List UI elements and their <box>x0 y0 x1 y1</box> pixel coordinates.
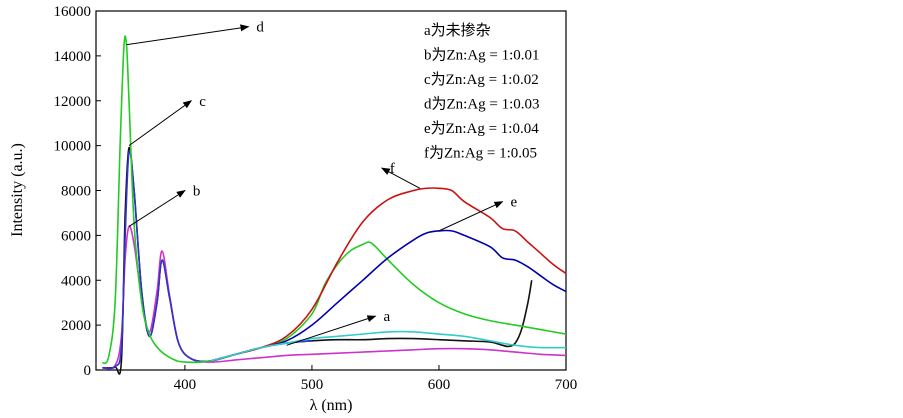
y-axis-title: Intensity (a.u.) <box>9 143 26 237</box>
annotation-layer: a b c d e f <box>126 20 517 346</box>
legend-entry: e为Zn:Ag = 1:0.04 <box>424 120 539 137</box>
x-tick-label: 600 <box>428 377 451 393</box>
legend-entry: d为Zn:Ag = 1:0.03 <box>424 96 540 113</box>
series-line-a <box>102 146 533 375</box>
curve-label-b: b <box>193 184 201 200</box>
annotation-arrow-f <box>380 167 421 189</box>
y-tick-label: 4000 <box>61 273 91 289</box>
annotation-arrow-e <box>438 201 504 232</box>
x-tick-label: 500 <box>301 377 324 393</box>
y-tick-label: 2000 <box>61 318 91 334</box>
x-tick-label: 400 <box>174 377 197 393</box>
curve-label-d: d <box>256 20 264 36</box>
series-line-e <box>210 229 567 362</box>
curve-label-c: c <box>199 94 206 110</box>
legend: a为未掺杂 b为Zn:Ag = 1:0.01 c为Zn:Ag = 1:0.02 d为Z… <box>424 22 540 162</box>
y-tick-label: 12000 <box>54 94 92 110</box>
legend-entry: c为Zn:Ag = 1:0.02 <box>424 71 539 88</box>
x-axis-title: λ (nm) <box>310 397 353 414</box>
annotation-arrow-c <box>128 100 193 147</box>
legend-entry: b为Zn:Ag = 1:0.01 <box>424 47 540 64</box>
y-tick-label: 14000 <box>54 49 92 65</box>
annotation-arrow-b <box>128 189 186 227</box>
y-tick-label: 8000 <box>61 184 91 200</box>
series-line-c <box>102 150 312 370</box>
curve-label-a: a <box>383 309 390 325</box>
series-line-extra-6 <box>210 330 567 362</box>
y-tick-label: 0 <box>84 363 92 379</box>
series-line-f <box>210 187 567 362</box>
legend-entry: f为Zn:Ag = 1:0.05 <box>424 145 537 162</box>
curve-label-f: f <box>390 161 395 177</box>
annotation-arrow-a <box>286 315 377 346</box>
y-tick-label: 6000 <box>61 228 91 244</box>
y-axis-ticks: 0 2000 4000 6000 8000 10000 12000 14000 16000 <box>54 4 101 379</box>
series-line-b <box>102 225 567 370</box>
plot-frame <box>95 10 567 371</box>
x-tick-label: 700 <box>555 377 578 393</box>
y-tick-label: 10000 <box>54 139 92 155</box>
annotation-arrow-d <box>126 24 250 46</box>
legend-entry: a为未掺杂 <box>424 22 491 39</box>
series-layer <box>101 35 567 375</box>
y-tick-label: 16000 <box>54 4 92 20</box>
curve-label-e: e <box>510 195 517 211</box>
x-axis-ticks: 400 500 600 700 <box>174 365 578 393</box>
